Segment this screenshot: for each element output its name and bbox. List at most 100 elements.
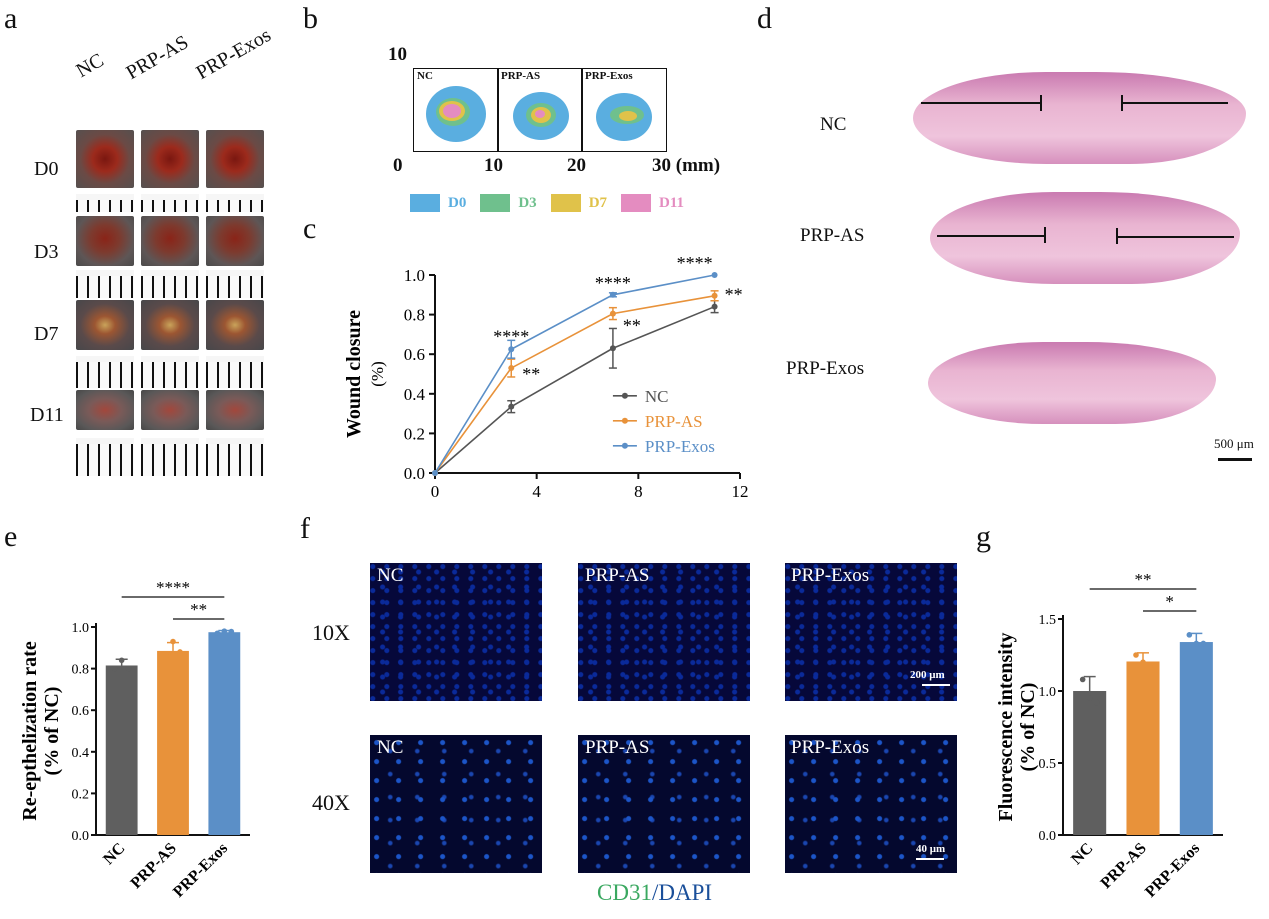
ruler	[141, 438, 199, 476]
wound-edge-line	[921, 102, 1041, 104]
if-scale-label-10x: 200 μm	[910, 669, 945, 681]
wound-map-x-tick-10: 10	[484, 155, 503, 176]
y-tick-label: 0.4	[72, 746, 90, 761]
y-axis-label: Wound closure	[343, 310, 365, 438]
series-line-PRP-Exos	[434, 274, 715, 474]
y-tick-label: 0.0	[72, 829, 90, 844]
series-line-PRP-AS	[434, 295, 715, 474]
wound-photo-nc-d0	[76, 130, 134, 188]
data-point-PRP-AS	[711, 292, 718, 299]
y-tick-label: 0.8	[404, 306, 425, 325]
data-point	[1079, 676, 1086, 683]
ruler	[141, 356, 199, 388]
fluorescence-bar-chart: 0.00.51.01.5NC PRP-ASPRP-Exos***Fluoresce…	[995, 570, 1223, 901]
y-axis-label: Re-epthelization rate	[20, 641, 41, 821]
if-scale-bar-10x	[922, 684, 950, 686]
legend-swatch-d11	[621, 194, 652, 212]
data-point	[118, 657, 125, 664]
data-point-PRP-AS	[609, 310, 616, 317]
if-image-10x-prp-exos: PRP-Exos 200 μm	[785, 563, 957, 701]
wound-photo-nc-d7	[76, 300, 134, 350]
wound-map-x-tick-30: 30 (mm)	[652, 155, 721, 176]
significance-label: **	[1135, 570, 1152, 589]
caption-dapi: DAPI	[658, 880, 713, 905]
y-tick-label: 0.0	[404, 464, 425, 483]
data-point-NC	[508, 403, 515, 410]
row-label-d11: D11	[30, 404, 64, 426]
x-tick-label: 12	[732, 482, 749, 501]
panel-letter-f: f	[300, 512, 310, 545]
ruler	[206, 270, 264, 298]
x-tick-label-NC: NC	[1068, 840, 1096, 868]
if-label: PRP-Exos	[791, 737, 870, 758]
data-point	[228, 628, 235, 635]
significance-label: **	[725, 285, 743, 305]
y-axis-label-unit: (% of NC)	[1017, 683, 1039, 772]
significance-label: **	[522, 364, 540, 384]
x-tick-label-NC: NC	[100, 840, 128, 868]
data-point	[1133, 652, 1139, 658]
bar-PRP-Exos	[208, 632, 241, 835]
significance-label: *	[1165, 592, 1174, 611]
y-axis-label-unit: (%)	[368, 361, 387, 386]
wound-overlay-shapes	[426, 86, 652, 142]
data-point	[1186, 632, 1193, 638]
x-tick-label-PRP-Exos: PRP-Exos	[1142, 840, 1203, 901]
wound-edge-tick	[1040, 95, 1042, 111]
wound-edge-tick	[1121, 95, 1123, 111]
data-point	[1086, 695, 1093, 701]
mag-label-40x: 40X	[312, 790, 350, 815]
legend-marker-PRP-AS	[621, 417, 628, 424]
data-point	[177, 649, 183, 655]
data-point	[1193, 640, 1200, 647]
row-label-d0: D0	[34, 158, 59, 180]
row-label-d3: D3	[34, 241, 59, 263]
col-label-prp-exos: PRP-Exos	[192, 23, 275, 85]
data-point-PRP-AS	[508, 365, 515, 372]
wound-photo-prpexos-d3	[206, 216, 264, 266]
he-scale-bar	[1218, 458, 1252, 461]
wound-photo-nc-d3	[76, 216, 134, 266]
x-tick-label-PRP-AS: PRP-AS	[128, 840, 180, 892]
legend-swatch-d3	[480, 194, 511, 212]
if-scale-bar-40x	[916, 858, 944, 860]
significance-label: ****	[493, 326, 529, 346]
legend-swatch-d7	[550, 194, 581, 212]
y-tick-label: 0.5	[1039, 757, 1057, 772]
panel-letter-e: e	[4, 520, 18, 553]
y-tick-label: 0.2	[404, 424, 425, 443]
series-line-NC	[434, 305, 715, 474]
legend-label-d11: D11	[659, 194, 685, 211]
legend-label-PRP-AS: PRP-AS	[645, 412, 703, 431]
y-tick-label: 0.8	[72, 663, 90, 678]
if-image-10x-prp-as: PRP-AS	[578, 563, 750, 701]
significance-label: ****	[677, 253, 713, 273]
ruler	[141, 194, 199, 212]
wound-map-label-prp-as: PRP-AS	[501, 70, 541, 82]
wound-map-frame: NC PRP-AS PRP-Exos	[413, 68, 667, 152]
data-point	[221, 628, 228, 634]
y-tick-label: 0.4	[404, 385, 426, 404]
y-tick-label: 0.6	[72, 704, 90, 719]
data-point-PRP-Exos	[508, 346, 515, 353]
x-tick-label-PRP-Exos: PRP-Exos	[170, 840, 231, 901]
ruler	[141, 270, 199, 298]
mag-label-10x: 10X	[312, 620, 350, 645]
wound-map-label-prp-exos: PRP-Exos	[585, 70, 633, 82]
y-tick-label: 1.0	[72, 621, 90, 636]
bar-NC	[105, 665, 138, 835]
significance-label: ****	[156, 578, 190, 597]
significance-label: **	[190, 600, 207, 619]
wound-map-legend: D0 D3 D7 D11	[410, 194, 684, 212]
wound-photo-prpas-d0	[141, 130, 199, 188]
col-label-prp-as: PRP-AS	[122, 31, 193, 85]
he-label-prp-as: PRP-AS	[800, 225, 865, 246]
ruler	[76, 438, 134, 476]
he-scale-label: 500 μm	[1214, 436, 1254, 451]
wound-map-top-tick: 10	[388, 44, 407, 65]
legend-label-d0: D0	[448, 194, 467, 211]
he-section-prp-exos	[928, 342, 1216, 424]
data-point	[1200, 640, 1207, 647]
bar-PRP-AS	[157, 650, 189, 835]
